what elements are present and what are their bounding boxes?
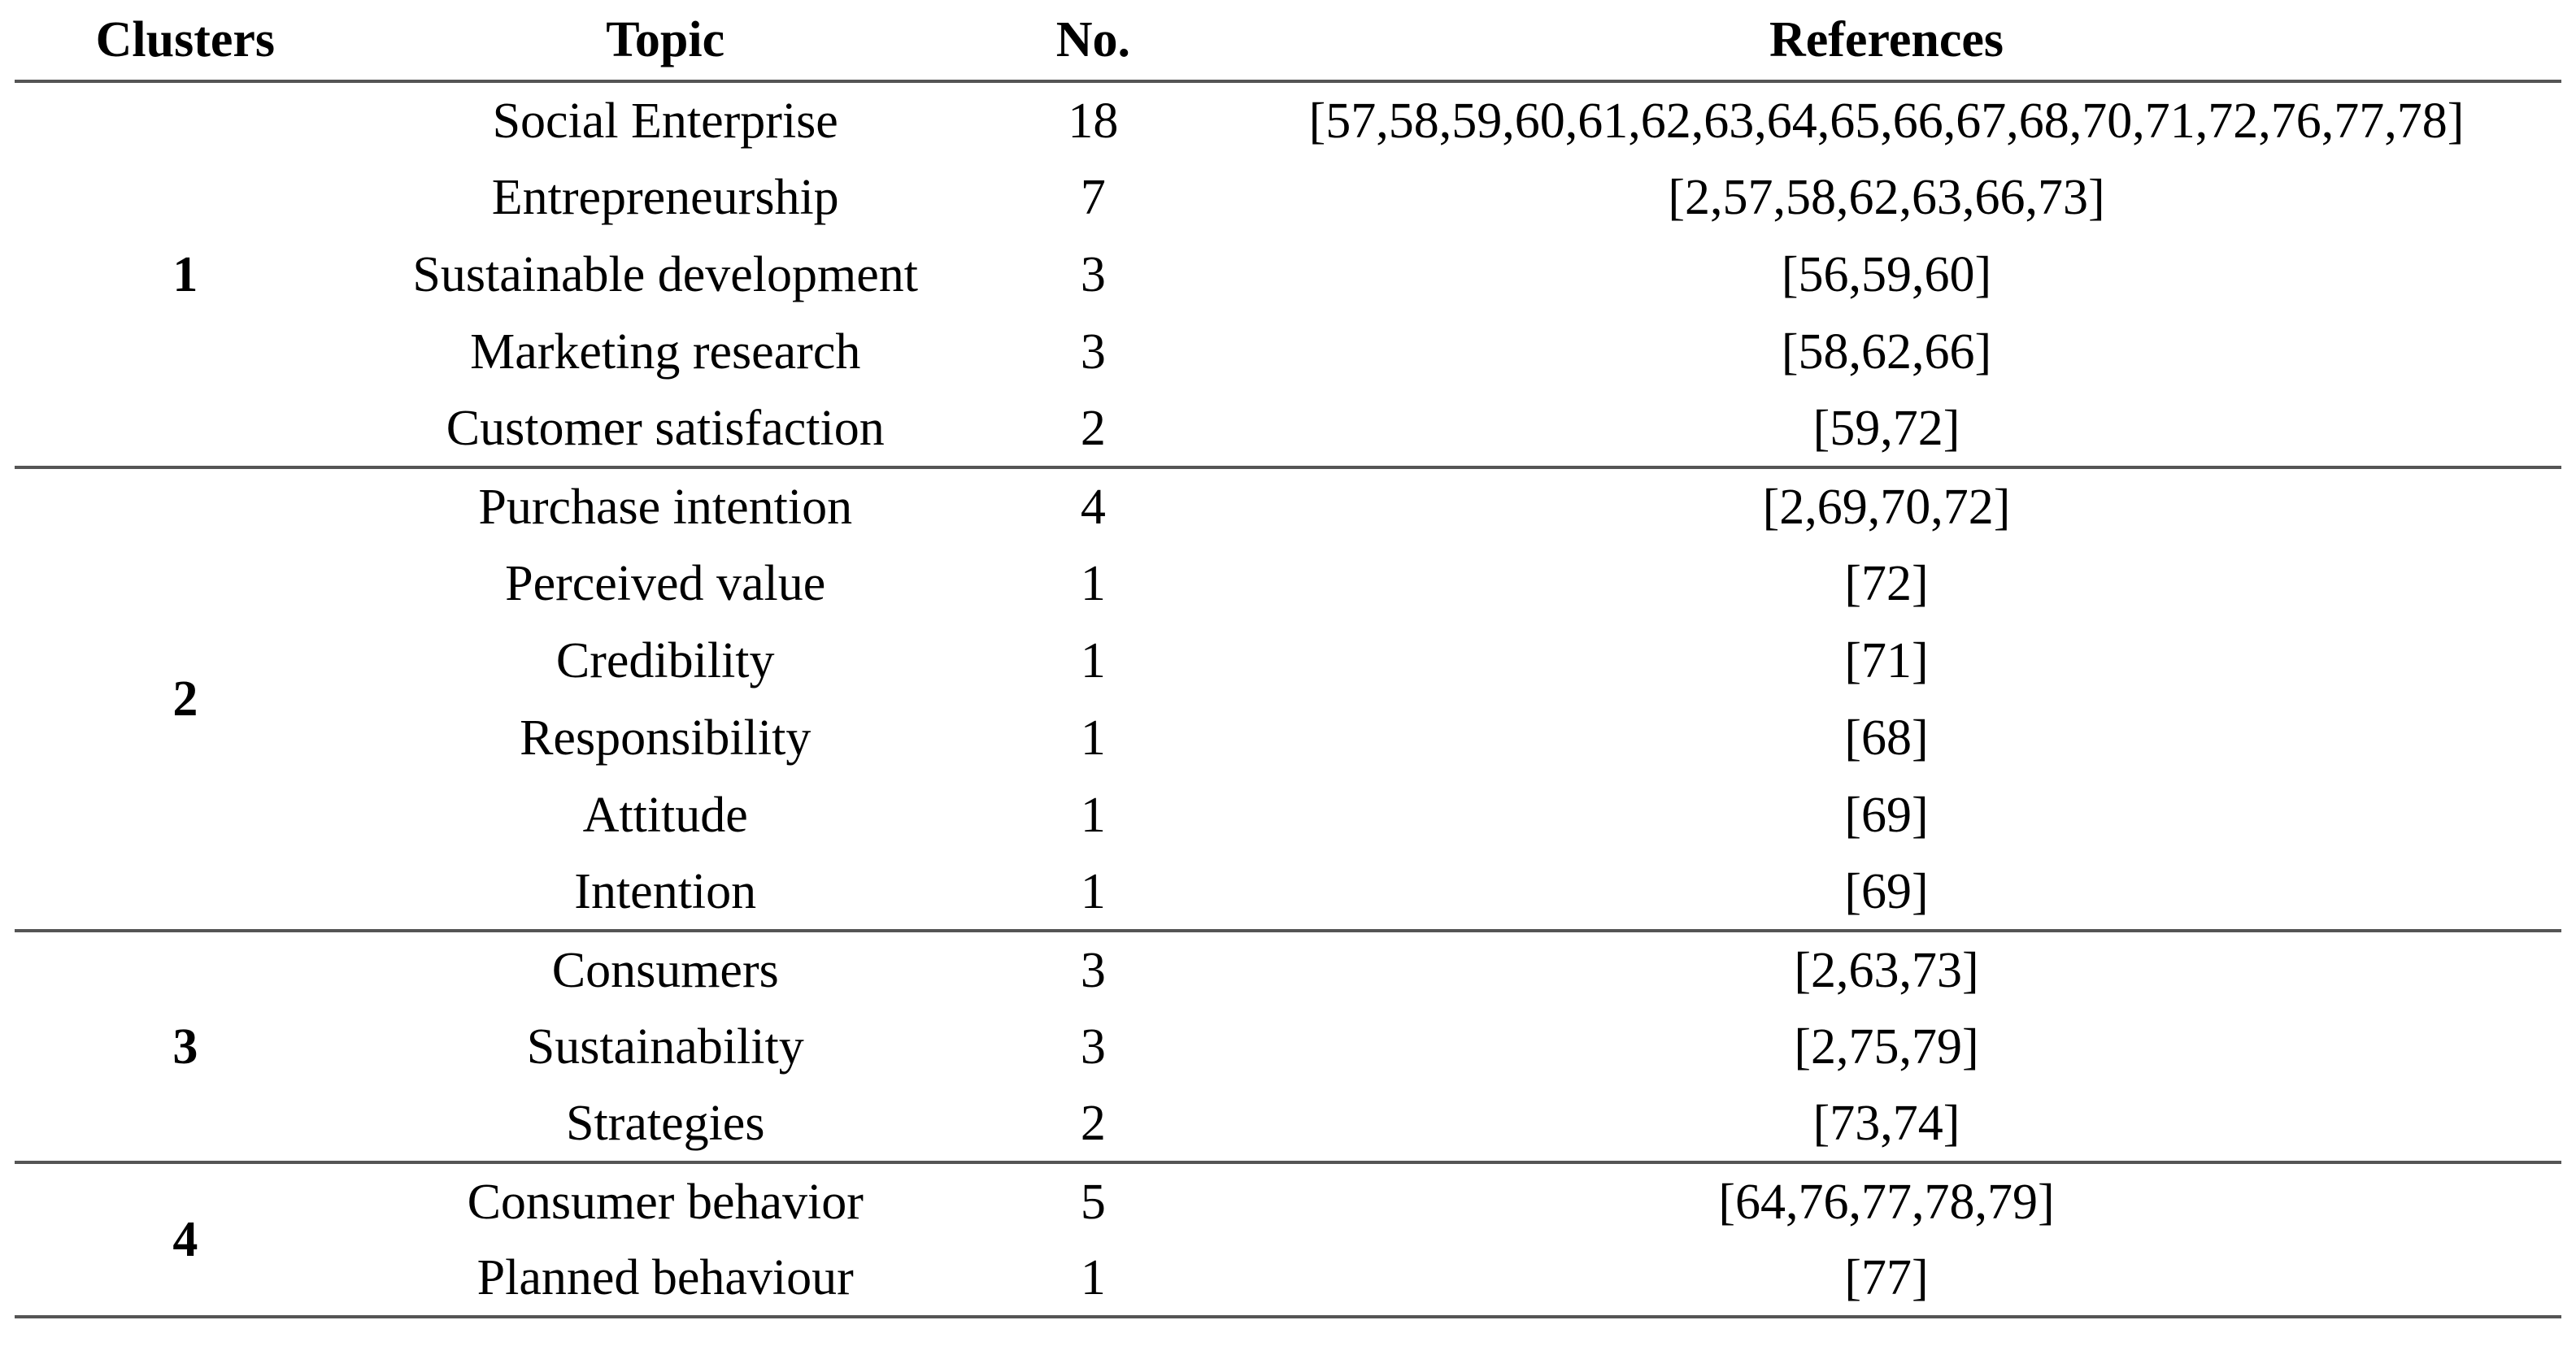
table-row: Credibility 1 [71] [15,622,2561,699]
count-cell: 2 [1080,400,1106,456]
count-cell: 3 [1080,324,1106,380]
table-row: Intention 1 [69] [15,853,2561,931]
table-row: Customer satisfaction 2 [59,72] [15,390,2561,467]
topic-cell: Marketing research [470,324,861,380]
topic-cell: Intention [574,863,757,919]
count-cell: 3 [1080,246,1106,302]
references-cell: [58,62,66] [1781,324,1992,380]
cluster-3-label: 3 [172,1018,198,1075]
clusters-topics-references-table: Clusters Topic No. References 1 Social E… [15,0,2561,1318]
header-topic: Topic [606,12,725,67]
topic-cell: Responsibility [520,710,812,766]
references-cell: [2,63,73] [1794,942,1979,998]
header-clusters: Clusters [95,12,276,67]
count-cell: 7 [1080,169,1106,225]
references-cell: [68] [1844,710,1929,766]
header-no: No. [1055,12,1131,67]
topic-cell: Consumer behavior [467,1174,864,1230]
count-cell: 1 [1080,1249,1106,1305]
count-cell: 1 [1080,632,1106,688]
table-row: Attitude 1 [69] [15,776,2561,853]
table-row: 4 Consumer behavior 5 [64,76,77,78,79] [15,1162,2561,1266]
references-cell: [56,59,60] [1781,246,1992,302]
table-row: Responsibility 1 [68] [15,699,2561,776]
table-row: Strategies 2 [73,74] [15,1085,2561,1162]
table-row: Sustainable development 3 [56,59,60] [15,236,2561,313]
topic-cell: Credibility [555,632,775,688]
topic-cell: Entrepreneurship [491,169,839,225]
cluster-1-label: 1 [172,246,198,302]
cluster-4-label: 4 [172,1212,198,1267]
count-cell: 1 [1080,555,1106,611]
cluster-group-2: 2 Purchase intention 4 [2,69,70,72] Perc… [15,467,2561,931]
references-cell: [2,57,58,62,63,66,73] [1668,169,2105,225]
topic-cell: Customer satisfaction [446,400,885,456]
references-cell: [69] [1844,787,1929,843]
table-row: 2 Purchase intention 4 [2,69,70,72] [15,467,2561,725]
cluster-group-4: 4 Consumer behavior 5 [64,76,77,78,79] P… [15,1162,2561,1317]
references-cell: [77] [1844,1249,1929,1305]
cluster-2-label: 2 [172,671,198,727]
table-row: Perceived value 1 [72] [15,545,2561,622]
count-cell: 3 [1080,942,1106,998]
cluster-group-1: 1 Social Enterprise 18 [57,58,59,60,61,6… [15,81,2561,467]
topic-cell: Purchase intention [478,479,853,535]
table-row: 3 Consumers 3 [2,63,73] [15,931,2561,1072]
references-cell: [71] [1844,632,1929,688]
references-cell: [2,69,70,72] [1762,479,2011,535]
count-cell: 1 [1080,787,1106,843]
count-cell: 1 [1080,710,1106,766]
count-cell: 4 [1080,479,1106,535]
count-cell: 18 [1068,93,1119,149]
topic-cell: Strategies [565,1095,765,1151]
references-cell: [69] [1844,863,1929,919]
references-cell: [73,74] [1812,1095,1960,1151]
references-cell: [64,76,77,78,79] [1718,1174,2055,1230]
topic-cell: Planned behaviour [476,1249,854,1305]
topic-cell: Perceived value [505,555,826,611]
references-cell: [72] [1844,555,1929,611]
header-row: Clusters Topic No. References [15,0,2561,81]
table-header: Clusters Topic No. References [15,0,2561,81]
references-cell: [59,72] [1812,400,1960,456]
topic-cell: Consumers [551,942,779,998]
header-references: References [1769,12,2004,67]
topic-cell: Social Enterprise [492,93,838,149]
table-row: Marketing research 3 [58,62,66] [15,313,2561,390]
cluster-group-3: 3 Consumers 3 [2,63,73] Sustainability 3… [15,931,2561,1162]
topic-cell: Sustainability [526,1018,804,1075]
topic-cell: Attitude [582,787,748,843]
count-cell: 2 [1080,1095,1106,1151]
table-row: Planned behaviour 1 [77] [15,1240,2561,1317]
references-cell: [57,58,59,60,61,62,63,64,65,66,67,68,70,… [1308,93,2465,149]
count-cell: 5 [1080,1174,1106,1230]
count-cell: 1 [1080,863,1106,919]
table-row: Entrepreneurship 7 [2,57,58,62,63,66,73] [15,159,2561,236]
table-row: Sustainability 3 [2,75,79] [15,1008,2561,1085]
topic-cell: Sustainable development [412,246,918,302]
references-cell: [2,75,79] [1794,1018,1979,1075]
table-row: 1 Social Enterprise 18 [57,58,59,60,61,6… [15,81,2561,300]
count-cell: 3 [1080,1018,1106,1075]
